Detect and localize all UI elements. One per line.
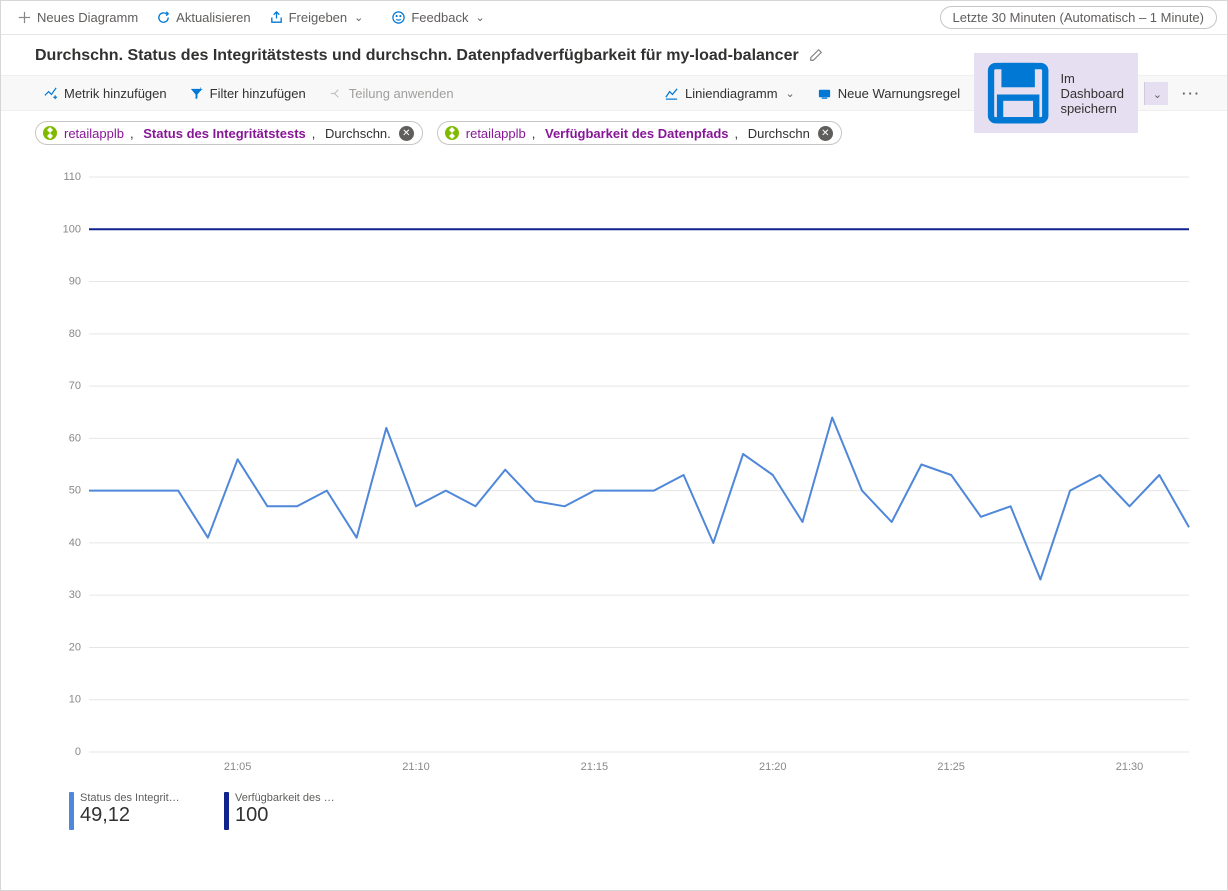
resource-icon	[444, 125, 460, 141]
pill-remove-button[interactable]: ✕	[399, 126, 414, 141]
refresh-icon	[156, 10, 171, 25]
svg-text:60: 60	[69, 432, 81, 444]
svg-text:110: 110	[63, 171, 81, 183]
svg-text:21:20: 21:20	[759, 761, 787, 773]
svg-text:20: 20	[69, 641, 81, 653]
new-chart-button[interactable]: Neues Diagramm	[11, 7, 144, 28]
legend-item[interactable]: Status des Integritäts... 49,12	[69, 792, 184, 830]
refresh-label: Aktualisieren	[176, 10, 250, 25]
legend-row: Status des Integritäts... 49,12 Verfügba…	[1, 788, 1227, 840]
chevron-down-icon: ⌄	[354, 11, 363, 24]
filter-icon: +	[189, 86, 204, 101]
add-metric-label: Metrik hinzufügen	[64, 86, 167, 101]
svg-text:80: 80	[69, 328, 81, 340]
edit-title-button[interactable]	[809, 48, 823, 65]
chart-toolbar: Metrik hinzufügen + Filter hinzufügen Te…	[1, 75, 1227, 111]
pin-label: Im Dashboard speichern	[1060, 71, 1129, 116]
metric-pill[interactable]: retailapplb, Status des Integritätstests…	[35, 121, 423, 145]
feedback-button[interactable]: Feedback ⌄	[385, 7, 490, 28]
pencil-icon	[809, 48, 823, 62]
svg-text:21:05: 21:05	[224, 761, 252, 773]
svg-text:+: +	[198, 86, 203, 94]
line-chart[interactable]: 0 10 20 30 40 50 60 70 80 90 100 110 21:05 21:10 21:15…	[29, 157, 1199, 782]
svg-text:21:30: 21:30	[1116, 761, 1144, 773]
apply-split-label: Teilung anwenden	[349, 86, 454, 101]
refresh-button[interactable]: Aktualisieren	[150, 7, 256, 28]
svg-text:21:10: 21:10	[402, 761, 430, 773]
add-filter-button[interactable]: + Filter hinzufügen	[181, 82, 314, 105]
svg-text:21:25: 21:25	[937, 761, 965, 773]
legend-label: Status des Integritäts...	[80, 792, 184, 804]
pin-dashboard-button[interactable]: Im Dashboard speichern	[974, 53, 1138, 133]
plus-icon	[17, 10, 32, 25]
chart-type-label: Liniendiagramm	[685, 86, 778, 101]
legend-value: 100	[235, 804, 339, 827]
pill-remove-button[interactable]: ✕	[818, 126, 833, 141]
pill-agg: Durchschn	[748, 126, 810, 141]
chevron-down-icon: ⌄	[786, 87, 795, 100]
pill-resource: retailapplb	[64, 126, 124, 141]
svg-text:10: 10	[69, 694, 81, 706]
pill-agg: Durchschn.	[325, 126, 391, 141]
pill-metric: Status des Integritätstests	[143, 126, 306, 141]
legend-value: 49,12	[80, 804, 184, 827]
add-metric-icon	[43, 86, 58, 101]
line-chart-icon	[664, 86, 679, 101]
split-icon	[328, 86, 343, 101]
svg-text:21:15: 21:15	[581, 761, 609, 773]
smiley-icon	[391, 10, 406, 25]
new-alert-label: Neue Warnungsregel	[838, 86, 960, 101]
top-command-bar: Neues Diagramm Aktualisieren Freigeben ⌄…	[1, 1, 1227, 35]
pin-dashboard-dropdown[interactable]: ⌄	[1144, 82, 1168, 105]
svg-text:50: 50	[69, 485, 81, 497]
svg-text:30: 30	[69, 589, 81, 601]
svg-text:40: 40	[69, 537, 81, 549]
share-button[interactable]: Freigeben ⌄	[263, 7, 370, 28]
save-icon	[982, 57, 1054, 129]
chevron-down-icon: ⌄	[475, 11, 484, 24]
share-icon	[269, 10, 284, 25]
metric-pill[interactable]: retailapplb, Verfügbarkeit des Datenpfad…	[437, 121, 842, 145]
time-range-label: Letzte 30 Minuten (Automatisch – 1 Minut…	[953, 10, 1204, 25]
share-label: Freigeben	[289, 10, 348, 25]
chart-type-dropdown[interactable]: Liniendiagramm ⌄	[656, 82, 803, 105]
legend-color-bar	[224, 792, 229, 830]
svg-text:100: 100	[63, 223, 81, 235]
feedback-label: Feedback	[411, 10, 468, 25]
svg-text:70: 70	[69, 380, 81, 392]
pill-metric: Verfügbarkeit des Datenpfads	[545, 126, 729, 141]
add-filter-label: Filter hinzufügen	[210, 86, 306, 101]
chart-area: 0 10 20 30 40 50 60 70 80 90 100 110 21:05 21:10 21:15…	[1, 151, 1227, 788]
chevron-down-icon: ⌄	[1153, 89, 1162, 101]
new-chart-label: Neues Diagramm	[37, 10, 138, 25]
pill-resource: retailapplb	[466, 126, 526, 141]
page-title: Durchschn. Status des Integritätstests u…	[35, 47, 799, 65]
time-range-picker[interactable]: Letzte 30 Minuten (Automatisch – 1 Minut…	[940, 6, 1217, 29]
svg-text:0: 0	[75, 746, 81, 758]
legend-color-bar	[69, 792, 74, 830]
resource-icon	[42, 125, 58, 141]
legend-item[interactable]: Verfügbarkeit des D... 100	[224, 792, 339, 830]
alert-icon	[817, 86, 832, 101]
legend-label: Verfügbarkeit des D...	[235, 792, 339, 804]
add-metric-button[interactable]: Metrik hinzufügen	[35, 82, 175, 105]
more-menu-button[interactable]: ···	[1174, 82, 1209, 105]
apply-split-button: Teilung anwenden	[320, 82, 462, 105]
svg-text:90: 90	[69, 276, 81, 288]
new-alert-button[interactable]: Neue Warnungsregel	[809, 82, 968, 105]
